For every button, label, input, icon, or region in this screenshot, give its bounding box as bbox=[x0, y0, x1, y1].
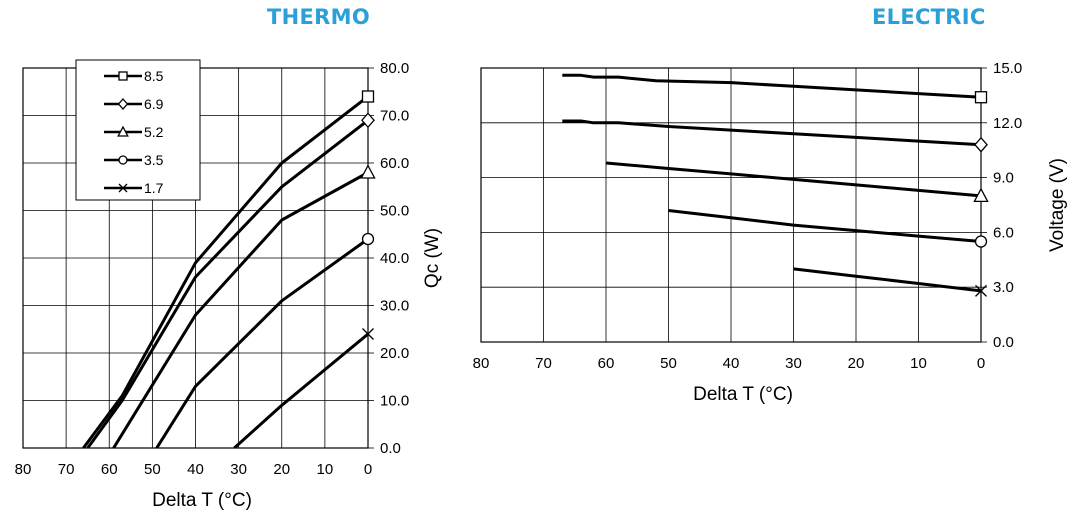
y-tick-label: 10.0 bbox=[380, 393, 409, 410]
series-marker-8.5 bbox=[361, 90, 375, 103]
series-marker-6.9 bbox=[974, 136, 988, 153]
legend-label-6.9: 6.9 bbox=[144, 96, 164, 112]
y-tick-label: 3.0 bbox=[993, 279, 1014, 296]
series-line-1.7 bbox=[233, 332, 368, 448]
series-marker-3.5 bbox=[974, 235, 988, 248]
series-marker-8.5 bbox=[974, 91, 988, 104]
legend: 8.5 6.9 5.2 3.5 1.7 bbox=[75, 59, 201, 201]
legend-label-3.5: 3.5 bbox=[144, 152, 164, 168]
x-tick-label: 50 bbox=[660, 355, 677, 372]
series-line-3.5 bbox=[155, 237, 368, 448]
y-axis-label: Qc (W) bbox=[422, 228, 443, 288]
x-tick-label: 10 bbox=[910, 355, 927, 372]
x-axis-label: Delta T (°C) bbox=[693, 384, 793, 405]
y-axis-label: Voltage (V) bbox=[1047, 158, 1068, 252]
y-tick-label: 20.0 bbox=[380, 345, 409, 362]
y-tick-label: 70.0 bbox=[380, 108, 409, 125]
series-line-6.9 bbox=[86, 119, 368, 448]
y-tick-label: 15.0 bbox=[993, 60, 1022, 77]
x-tick-label: 80 bbox=[15, 461, 32, 478]
series-line-6.9 bbox=[562, 119, 981, 147]
electric-heading: ELECTRIC bbox=[872, 5, 986, 29]
series-marker-1.7 bbox=[362, 328, 374, 340]
x-tick-label: 80 bbox=[473, 355, 490, 372]
series-line-5.2 bbox=[605, 161, 981, 198]
x-tick-label: 50 bbox=[144, 461, 161, 478]
x-tick-label: 0 bbox=[977, 355, 985, 372]
legend-label-1.7: 1.7 bbox=[144, 180, 164, 196]
legend-marker-8.5 bbox=[118, 71, 128, 81]
electric-chart: 80 70 60 50 40 30 20 10 0 0.0 3.0 6.0 9.0 12.0 15.0 Del… bbox=[473, 60, 1068, 405]
y-tick-label: 9.0 bbox=[993, 170, 1014, 187]
y-tick-label: 0.0 bbox=[380, 440, 401, 457]
series-marker-5.2 bbox=[973, 187, 989, 203]
series-line-3.5 bbox=[668, 209, 981, 243]
x-tick-label: 10 bbox=[317, 461, 334, 478]
y-tick-label: 0.0 bbox=[993, 334, 1014, 351]
y-tick-label: 60.0 bbox=[380, 155, 409, 172]
x-tick-label: 40 bbox=[187, 461, 204, 478]
series-marker-3.5 bbox=[361, 232, 375, 246]
x-tick-label: 60 bbox=[598, 355, 615, 372]
thermo-heading: THERMO bbox=[267, 5, 370, 29]
x-tick-label: 30 bbox=[230, 461, 247, 478]
x-tick-label: 70 bbox=[58, 461, 75, 478]
legend-marker-5.2 bbox=[117, 125, 129, 137]
x-tick-label: 70 bbox=[535, 355, 552, 372]
legend-label-5.2: 5.2 bbox=[144, 124, 164, 140]
legend-label-8.5: 8.5 bbox=[144, 68, 164, 84]
x-tick-label: 20 bbox=[273, 461, 290, 478]
y-tick-label: 50.0 bbox=[380, 203, 409, 220]
y-tick-label: 80.0 bbox=[380, 60, 409, 77]
series-line-5.2 bbox=[112, 171, 368, 448]
x-tick-label: 60 bbox=[101, 461, 118, 478]
legend-marker-1.7 bbox=[118, 183, 128, 193]
legend-box bbox=[75, 59, 201, 201]
series-marker-1.7 bbox=[975, 284, 987, 297]
legend-marker-3.5 bbox=[118, 155, 128, 165]
y-tick-label: 6.0 bbox=[993, 224, 1014, 241]
y-tick-label: 40.0 bbox=[380, 250, 409, 267]
x-tick-label: 40 bbox=[723, 355, 740, 372]
y-tick-label: 12.0 bbox=[993, 115, 1022, 132]
series-line-8.5 bbox=[562, 73, 981, 99]
x-tick-label: 30 bbox=[785, 355, 802, 372]
series-marker-6.9 bbox=[361, 112, 375, 129]
series-line-1.7 bbox=[793, 267, 981, 293]
series-group bbox=[562, 73, 981, 293]
x-tick-label: 20 bbox=[848, 355, 865, 372]
series-line-8.5 bbox=[82, 95, 368, 448]
series-group bbox=[82, 95, 368, 448]
thermo-chart: 80 70 60 50 40 30 20 10 0 0.0 10.0 20.0 30.0 40.0 50.0… bbox=[15, 59, 443, 511]
legend-marker-6.9 bbox=[117, 98, 129, 110]
y-tick-label: 30.0 bbox=[380, 298, 409, 315]
series-marker-5.2 bbox=[360, 164, 376, 179]
x-axis-label: Delta T (°C) bbox=[152, 490, 252, 511]
plot-frame bbox=[480, 67, 982, 343]
x-tick-label: 0 bbox=[364, 461, 372, 478]
